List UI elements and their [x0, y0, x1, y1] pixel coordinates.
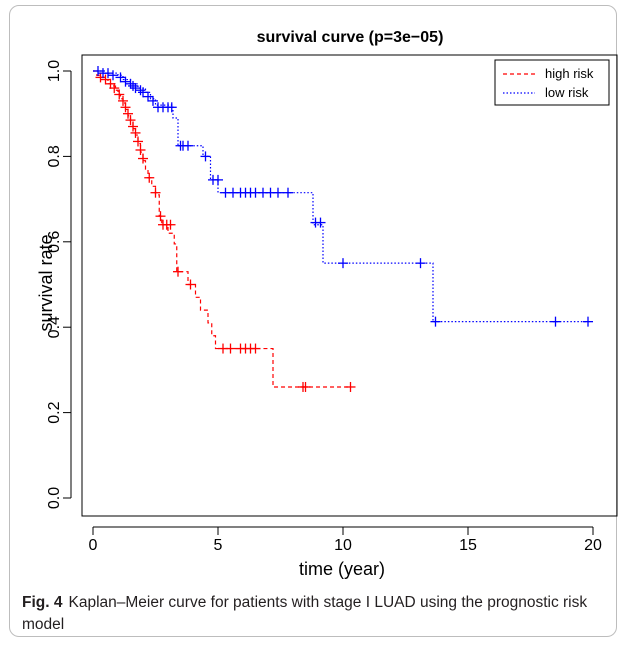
- y-tick-label: 0.8: [46, 145, 63, 167]
- low-risk-censor-mark: [138, 87, 148, 98]
- low-risk-censor-mark: [120, 76, 131, 87]
- low-risk-censor-mark: [213, 174, 223, 185]
- plot-area-border: [81, 54, 618, 517]
- series-layer: [93, 66, 593, 392]
- low-risk-censor-mark: [125, 78, 136, 89]
- low-risk-censor-mark: [143, 91, 153, 102]
- high-risk-censor-mark: [150, 187, 161, 198]
- high-risk-censor-mark: [138, 153, 148, 164]
- x-tick-label: 20: [584, 537, 602, 554]
- low-risk-censor-mark: [183, 140, 193, 151]
- x-tick-label: 0: [89, 537, 98, 554]
- high-risk-censor-mark: [144, 172, 155, 183]
- high-risk-censor-mark: [225, 343, 236, 354]
- low-risk-censor-mark: [93, 66, 103, 76]
- y-tick-label: 0.6: [46, 231, 63, 253]
- legend-high-risk-label: high risk: [545, 66, 594, 81]
- high-risk-censor-mark: [155, 211, 166, 222]
- x-tick-label: 10: [334, 537, 352, 554]
- low-risk-censor-mark: [430, 316, 441, 327]
- figure-caption: Fig. 4 Kaplan–Meier curve for patients wi…: [22, 592, 612, 636]
- y-tick-label: 0.0: [46, 487, 63, 509]
- high-risk-censor-mark: [300, 381, 311, 392]
- high-risk-censor-mark: [100, 74, 111, 85]
- high-risk-censor-mark: [109, 83, 120, 94]
- low-risk-censor-mark: [415, 258, 426, 269]
- low-risk-censor-mark: [148, 95, 158, 106]
- x-tick-label: 15: [459, 537, 477, 554]
- high-risk-censor-mark: [165, 219, 176, 230]
- low-risk-censor-mark: [166, 102, 177, 113]
- high-risk-censor-mark: [133, 136, 143, 147]
- low-risk-censor-mark: [338, 258, 348, 269]
- survival-chart: survival curve (p=3e−05) 0.0 0.2 0.4 0.6 0.8…: [36, 29, 618, 579]
- y-tick-label: 0.4: [46, 316, 63, 338]
- figure-caption-text: Kaplan–Meier curve for patients with sta…: [22, 594, 588, 633]
- low-risk-censor-mark: [550, 316, 561, 327]
- low-risk-censor-mark: [115, 72, 126, 83]
- figure-label: Fig. 4: [22, 594, 63, 611]
- x-tick-label: 5: [214, 537, 223, 554]
- y-axis: 0.0 0.2 0.4 0.6 0.8 1.0: [46, 60, 72, 509]
- low-risk-censor-mark: [108, 70, 118, 81]
- high-risk-censor-mark: [95, 72, 106, 83]
- chart-title: survival curve (p=3e−05): [257, 29, 444, 46]
- y-tick-label: 0.2: [46, 401, 63, 423]
- high-risk-censor-mark: [123, 108, 133, 119]
- low-risk-censor-mark: [128, 80, 138, 91]
- high-risk-censor-mark: [345, 381, 356, 392]
- high-risk-censor-mark: [128, 121, 138, 132]
- high-risk-censor-mark: [185, 279, 196, 290]
- figure-frame: [9, 5, 617, 637]
- low-risk-censor-mark: [135, 85, 146, 96]
- high-risk-censor-mark: [114, 89, 125, 100]
- low-risk-censor-mark: [283, 187, 293, 198]
- low-risk-censor-mark: [103, 68, 113, 79]
- legend-box: [494, 59, 610, 106]
- low-risk-censor-mark: [130, 83, 141, 94]
- low-risk-censor-mark: [200, 151, 211, 162]
- low-risk-censor-mark: [315, 217, 326, 228]
- x-axis: 0 5 10 15 20: [89, 526, 602, 554]
- high-risk-censor-mark: [130, 127, 141, 138]
- low-risk-censor-mark: [273, 187, 283, 198]
- low-risk-censor-mark: [583, 316, 593, 327]
- high-risk-censor-mark: [118, 95, 128, 106]
- high-risk-censor-mark: [125, 115, 136, 126]
- high-risk-censor-mark: [120, 102, 131, 113]
- high-risk-curve: [93, 70, 351, 388]
- legend: high risk low risk: [494, 59, 610, 106]
- high-risk-censor-mark: [135, 144, 146, 155]
- high-risk-censor-mark: [250, 343, 261, 354]
- y-axis-label: survival rate: [36, 234, 56, 331]
- legend-low-risk-label: low risk: [545, 85, 589, 100]
- low-risk-curve: [93, 70, 588, 323]
- x-axis-label: time (year): [299, 559, 385, 579]
- y-tick-label: 1.0: [46, 60, 63, 82]
- high-risk-censor-mark: [173, 266, 183, 277]
